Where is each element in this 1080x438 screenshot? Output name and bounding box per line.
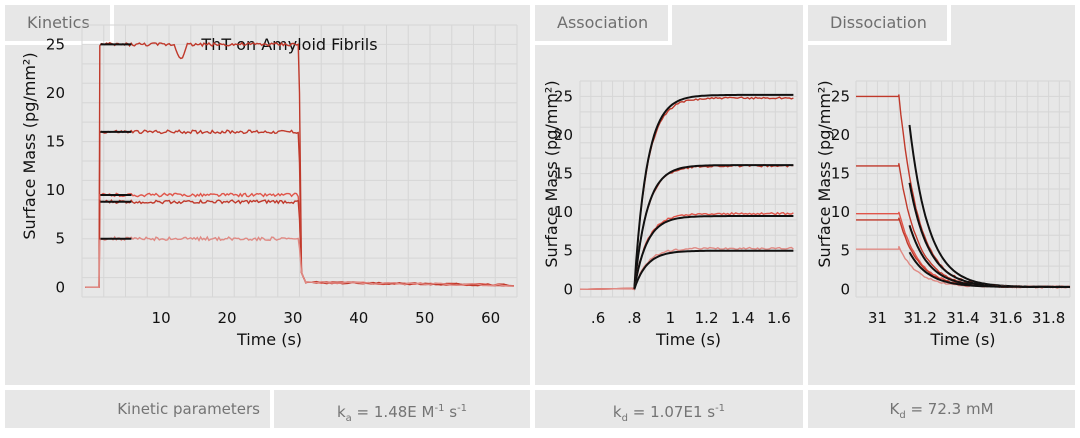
y-tick-label: 10 (831, 203, 850, 221)
y-tick-label: 15 (554, 165, 573, 183)
y-axis-label: Surface Mass (pg/mm²) (542, 80, 561, 267)
fit-line (633, 215, 794, 290)
ka-text: = 1.48E M (351, 403, 435, 421)
x-tick-label: 31.8 (1032, 309, 1065, 327)
kd-symbol: k (612, 403, 622, 421)
association-panel: Association 0 5 10 15 20 25 .6 .8 1 1.2 1.4 1.6 Time… (535, 5, 803, 385)
y-tick-label: 10 (46, 181, 65, 199)
x-axis-label: Time (s) (929, 330, 995, 349)
x-tick-label: 30 (283, 309, 302, 327)
x-tick-label: 20 (217, 309, 236, 327)
ka-sup2: -1 (457, 403, 468, 414)
KD-text: = 72.3 mM (905, 400, 994, 418)
fit-line (633, 164, 794, 290)
fit-line (633, 93, 794, 290)
x-tick-label: 31.6 (989, 309, 1022, 327)
ka-value: ka = 1.48E M-1 s-1 (274, 390, 530, 428)
y-tick-label: 15 (831, 165, 850, 183)
y-axis-label: Surface Mass (pg/mm²) (815, 80, 834, 267)
fit-line (908, 251, 1070, 288)
ka-mid: s (444, 403, 458, 421)
y-tick-label: 25 (831, 87, 850, 105)
x-tick-label: .6 (591, 309, 605, 327)
x-tick-label: 60 (481, 309, 500, 327)
y-axis-label: Surface Mass (pg/mm²) (20, 52, 39, 239)
ka-sup1: -1 (434, 403, 445, 414)
series-line (85, 235, 514, 288)
kd-text: = 1.07E1 s (627, 403, 716, 421)
y-tick-label: 10 (554, 203, 573, 221)
y-tick-label: 0 (55, 278, 65, 296)
ka-subscript: a (345, 413, 352, 424)
x-axis-label: Time (s) (655, 330, 721, 349)
y-tick-label: 20 (554, 126, 573, 144)
x-tick-label: 1.6 (767, 309, 791, 327)
dissociation-panel: Dissociation 0 5 10 15 20 25 31 31.2 31.4 31.6 31.… (808, 5, 1075, 385)
tab-dissociation[interactable]: Dissociation (808, 5, 951, 45)
y-tick-label: 20 (831, 126, 850, 144)
x-tick-label: 10 (152, 309, 171, 327)
x-axis-label: Time (s) (236, 330, 302, 349)
KD-value: Kd = 72.3 mM (808, 390, 1075, 428)
series-line (579, 246, 794, 291)
y-tick-label: 0 (563, 280, 573, 298)
x-tick-label: 1.4 (731, 309, 755, 327)
tab-association[interactable]: Association (535, 5, 673, 45)
fit-line (633, 249, 794, 290)
kinetics-chart: 0 5 10 15 20 25 10 20 30 40 50 60 Time (s) Surface Ma… (20, 24, 518, 349)
series-line (579, 211, 794, 290)
x-tick-label: 1.2 (695, 309, 719, 327)
x-tick-label: .8 (627, 309, 641, 327)
kd-sup1: -1 (715, 403, 726, 414)
y-tick-label: 20 (46, 84, 65, 102)
kinetic-parameters-label: Kinetic parameters (5, 390, 270, 428)
kd-value: kd = 1.07E1 s-1 (535, 390, 803, 428)
association-chart: 0 5 10 15 20 25 .6 .8 1 1.2 1.4 1.6 Time (s) Surface … (542, 80, 798, 349)
y-tick-label: 5 (840, 242, 850, 260)
x-tick-label: 31 (868, 309, 887, 327)
chart-title: ThT on Amyloid Fibrils (200, 35, 377, 54)
x-tick-label: 50 (415, 309, 434, 327)
x-tick-label: 31.2 (903, 309, 936, 327)
y-tick-label: 5 (55, 230, 65, 248)
y-tick-label: 15 (46, 133, 65, 151)
y-tick-label: 25 (554, 87, 573, 105)
x-tick-label: 40 (349, 309, 368, 327)
x-tick-label: 1 (666, 309, 676, 327)
kd-subscript: d (621, 413, 628, 424)
series-line (579, 164, 794, 291)
KD-subscript: d (899, 410, 906, 421)
dissociation-chart: 0 5 10 15 20 25 31 31.2 31.4 31.6 31.8 Time (s) Surf… (815, 80, 1071, 349)
x-tick-label: 31.4 (946, 309, 979, 327)
y-tick-label: 0 (840, 280, 850, 298)
y-tick-label: 25 (46, 35, 65, 53)
series-line (579, 96, 794, 290)
y-tick-label: 5 (563, 242, 573, 260)
KD-symbol: K (889, 400, 900, 418)
ka-symbol: k (336, 403, 346, 421)
fit-line (908, 124, 1070, 288)
kinetics-panel: Kinetics 0 5 10 15 20 25 10 20 30 40 50 60 Time (s) S… (5, 5, 530, 385)
